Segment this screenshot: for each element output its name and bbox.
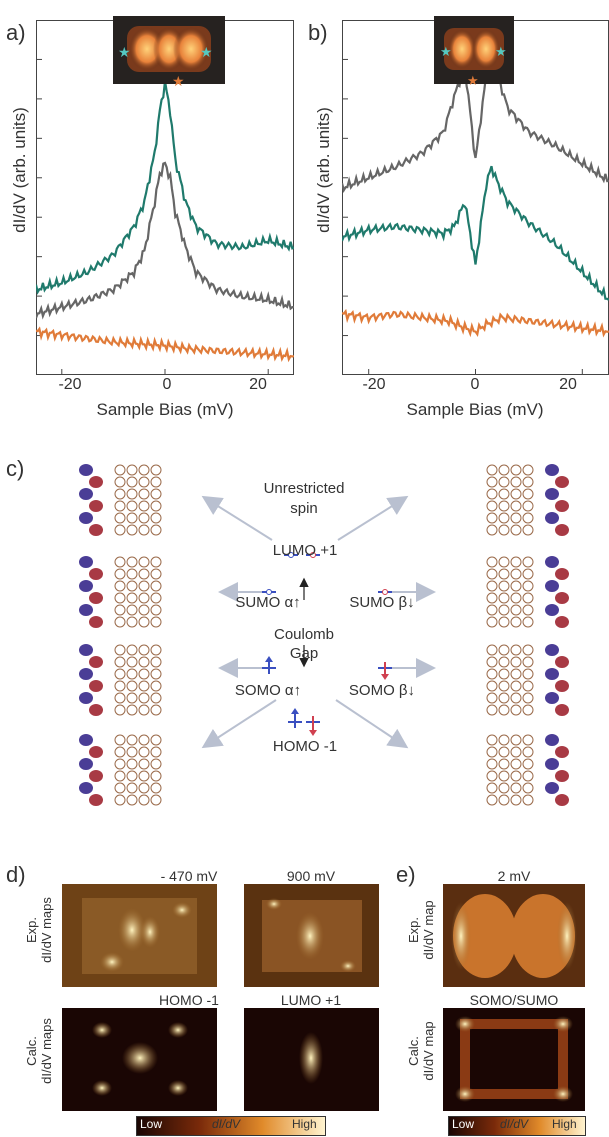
map-exp-900	[244, 884, 379, 987]
map-label-somo-sumo: SOMO/SUMO	[469, 992, 559, 1008]
diagram-title-line1: Unrestricted	[263, 480, 345, 497]
colorbar-d-high: High	[292, 1117, 317, 1131]
map-exp-neg470	[62, 884, 217, 987]
tick-b-neg20: -20	[362, 376, 386, 393]
star-marker-icon: ★	[495, 44, 507, 59]
star-marker-icon: ★	[172, 73, 185, 89]
panel-label-d: d)	[6, 862, 26, 887]
map-label-2mv: 2 mV	[497, 868, 531, 884]
map-label-lumo: LUMO +1	[280, 992, 342, 1008]
series-line-2	[36, 326, 294, 363]
inset-stm-b	[434, 16, 514, 84]
map-label-900: 900 mV	[286, 868, 336, 884]
molecule-orbital-4	[79, 644, 162, 716]
series-line-1	[342, 165, 609, 301]
map-exp-2mv	[443, 884, 585, 987]
series-line-0	[36, 80, 294, 295]
diagram-title-line2: spin	[290, 500, 318, 517]
series-line-0	[342, 55, 609, 194]
tick-b-0: 0	[470, 376, 480, 393]
molecule-orbital-5	[486, 644, 569, 716]
colorbar-e-mid: dI/dV	[500, 1117, 529, 1131]
arrow-lumo-right	[337, 495, 409, 541]
series-line-2	[342, 308, 609, 338]
orbital-diagram	[79, 464, 569, 806]
coulomb-line1: Coulomb	[273, 626, 335, 643]
exp-maps-label: Exp. dI/dV maps	[24, 897, 54, 963]
y-axis-label-a: dI/dV (arb. units)	[10, 107, 29, 233]
homo-label: HOMO -1	[272, 738, 338, 755]
calc-map-label: Calc. dI/dV map	[406, 1021, 436, 1081]
y-axis-label-b: dI/dV (arb. units)	[314, 107, 333, 233]
molecule-orbital-0	[79, 464, 162, 536]
x-axis-label-a: Sample Bias (mV)	[96, 400, 234, 419]
star-marker-icon: ★	[200, 44, 213, 60]
inset-stm-a	[113, 16, 225, 84]
tick-a-20: 20	[249, 376, 267, 393]
colorbar-d-low: Low	[140, 1117, 163, 1131]
tick-a-0: 0	[162, 376, 172, 393]
star-marker-icon: ★	[467, 73, 479, 88]
star-marker-icon: ★	[118, 44, 131, 60]
colorbar-d	[136, 1116, 326, 1136]
panel-label-e: e)	[396, 862, 416, 887]
colorbar-e	[448, 1116, 586, 1136]
map-calc-homo	[62, 1008, 217, 1111]
panel-label-c: c)	[6, 456, 25, 481]
panel-label-a: a)	[6, 20, 26, 45]
molecule-orbital-2	[79, 556, 162, 628]
molecule-orbital-7	[486, 734, 569, 806]
tick-a-neg20: -20	[58, 376, 82, 393]
map-calc-somo-sumo	[443, 1008, 585, 1111]
molecule-orbital-3	[486, 556, 569, 628]
arrow-lumo-left	[201, 495, 273, 541]
somo-alpha-label: SOMO α↑	[234, 682, 302, 699]
series-line-1	[36, 161, 294, 320]
molecule-orbital-6	[79, 734, 162, 806]
colorbar-e-high: High	[552, 1117, 577, 1131]
lumo-label: LUMO +1	[272, 542, 338, 559]
calc-maps-label: Calc. dI/dV maps	[24, 1018, 54, 1084]
sumo-alpha-label: SUMO α↑	[235, 594, 301, 611]
panel-label-b: b)	[308, 20, 328, 45]
map-calc-lumo	[244, 1008, 379, 1111]
map-label-neg470: - 470 mV	[160, 868, 218, 884]
exp-map-label: Exp. dI/dV map	[406, 900, 436, 960]
x-axis-label-b: Sample Bias (mV)	[406, 400, 544, 419]
somo-beta-label: SOMO β↓	[348, 682, 416, 699]
coulomb-line2: Gap	[289, 645, 319, 662]
star-marker-icon: ★	[440, 44, 452, 59]
molecule-orbital-1	[486, 464, 569, 536]
colorbar-e-low: Low	[452, 1117, 475, 1131]
colorbar-d-mid: dI/dV	[212, 1117, 241, 1131]
tick-b-20: 20	[559, 376, 577, 393]
map-label-homo: HOMO -1	[159, 992, 219, 1008]
sumo-beta-label: SUMO β↓	[349, 594, 415, 611]
